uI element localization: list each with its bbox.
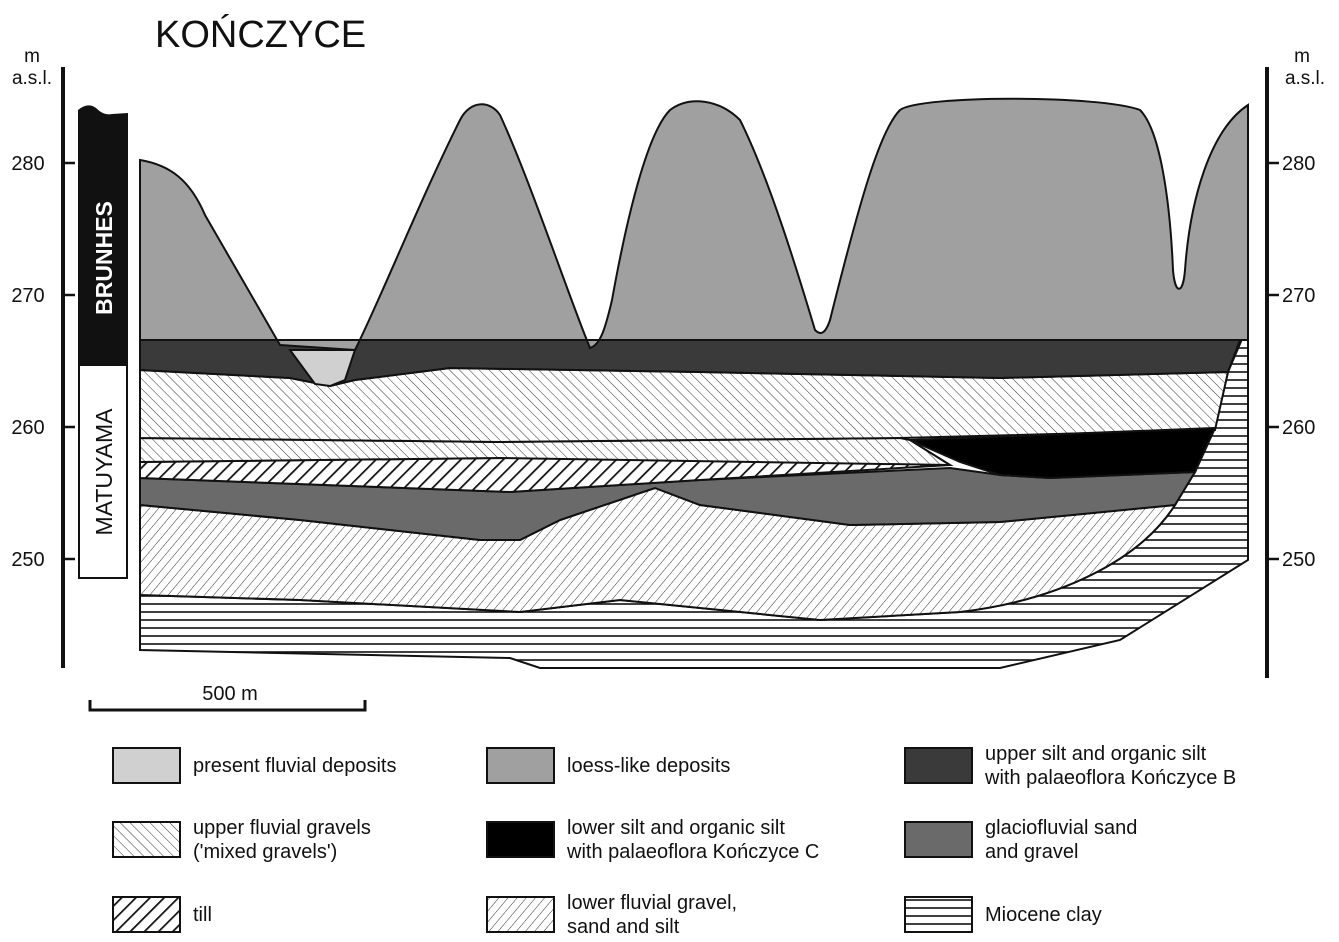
- tick-label: 280: [11, 153, 44, 175]
- tick-label: 260: [1282, 417, 1315, 439]
- page: KOŃCZYCE m a.s.l. m a.s.l. 280 280 270 270 2…: [0, 0, 1339, 942]
- legend: present fluvial deposits loess-like depos…: [113, 743, 1236, 938]
- legend-label: with palaeoflora Kończyce C: [566, 841, 819, 863]
- legend-label: lower fluvial gravel,: [567, 892, 737, 914]
- legend-swatch: [905, 822, 972, 857]
- loess: [140, 99, 1248, 350]
- tick-label: 270: [1282, 285, 1315, 307]
- legend-label: Miocene clay: [985, 904, 1102, 926]
- axis-unit: m: [1294, 46, 1310, 67]
- axis-unit: m: [24, 46, 40, 67]
- legend-label: with palaeoflora Kończyce B: [984, 767, 1236, 789]
- axis-unit: a.s.l.: [1285, 68, 1325, 89]
- legend-label: upper fluvial gravels: [193, 817, 371, 839]
- legend-swatch: [487, 822, 554, 857]
- legend-label: sand and silt: [567, 916, 680, 938]
- tick-label: 250: [1282, 549, 1315, 571]
- legend-swatch: [113, 748, 180, 783]
- legend-swatch: [487, 748, 554, 783]
- legend-label: present fluvial deposits: [193, 755, 396, 777]
- legend-label: till: [193, 904, 212, 926]
- tick-label: 260: [11, 417, 44, 439]
- legend-swatch: [113, 897, 180, 932]
- legend-swatch: [113, 822, 180, 857]
- tick-label: 280: [1282, 153, 1315, 175]
- legend-label: upper silt and organic silt: [985, 743, 1207, 765]
- scale-label: 500 m: [202, 683, 258, 705]
- legend-label: glaciofluvial sand: [985, 817, 1137, 839]
- title: KOŃCZYCE: [155, 13, 366, 56]
- legend-label: lower silt and organic silt: [567, 817, 785, 839]
- tick-label: 250: [11, 549, 44, 571]
- axis-unit: a.s.l.: [12, 68, 52, 89]
- matuyama-label: MATUYAMA: [91, 408, 117, 536]
- legend-swatch: [905, 897, 972, 932]
- cross-section: KOŃCZYCE m a.s.l. m a.s.l. 280 280 270 270 2…: [0, 0, 1339, 942]
- brunhes-label: BRUNHES: [91, 201, 117, 315]
- legend-label: and gravel: [985, 841, 1078, 863]
- tick-label: 270: [11, 285, 44, 307]
- legend-swatch: [905, 748, 972, 783]
- legend-label: loess-like deposits: [567, 755, 730, 777]
- legend-swatch: [487, 897, 554, 932]
- legend-label: ('mixed gravels'): [193, 841, 337, 863]
